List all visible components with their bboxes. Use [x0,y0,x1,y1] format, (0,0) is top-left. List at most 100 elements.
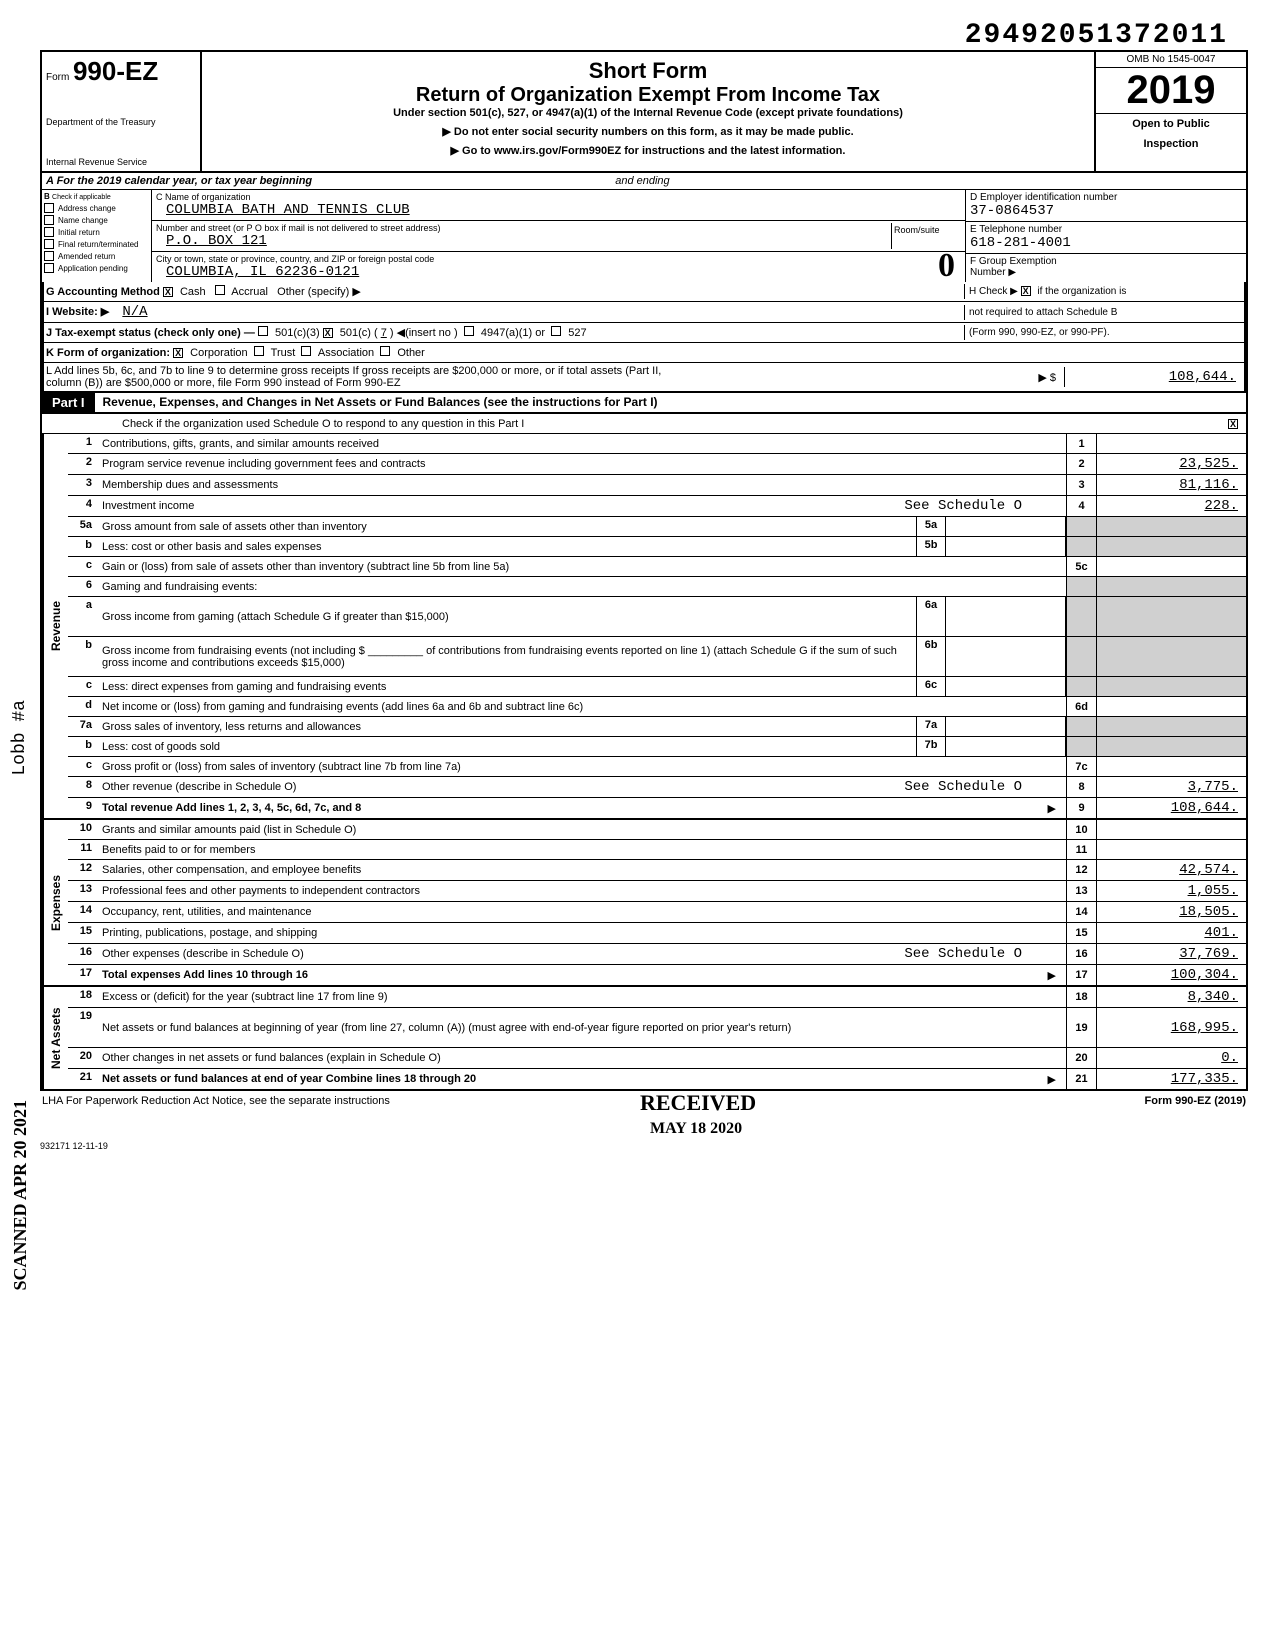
line-l-text1: L Add lines 5b, 6c, and 7b to line 9 to … [46,365,661,377]
checkbox-assoc[interactable] [301,346,311,356]
result-number: 1 [1066,434,1096,453]
amount-value: 18,505. [1096,902,1246,922]
checkbox-initial[interactable] [44,227,54,237]
checkbox-501c[interactable]: X [323,328,333,338]
line-description: Gross income from gaming (attach Schedul… [98,597,916,636]
result-number: 12 [1066,860,1096,880]
checkbox-accrual[interactable] [215,285,225,295]
line-description: Grants and similar amounts paid (list in… [98,820,1066,839]
checkbox-cash[interactable]: X [163,287,173,297]
label-cash: Cash [180,286,206,298]
result-number: 19 [1066,1008,1096,1047]
amount-value: 401. [1096,923,1246,943]
lha-notice: LHA For Paperwork Reduction Act Notice, … [42,1095,390,1107]
checkbox-amended[interactable] [44,251,54,261]
label-addr-change: Address change [58,204,116,213]
line-description: Less: cost or other basis and sales expe… [98,537,916,556]
result-number: 2 [1066,454,1096,474]
line-description: Occupancy, rent, utilities, and maintena… [98,902,1066,922]
line-number: b [68,537,98,556]
schedule-o-note: See Schedule O [904,779,1022,795]
line-description: Gross profit or (loss) from sales of inv… [98,757,1066,776]
info-block: A For the 2019 calendar year, or tax yea… [40,173,1248,393]
line-number: b [68,737,98,756]
subline-number: 5a [916,517,946,536]
checkbox-schedule-b[interactable]: X [1021,286,1031,296]
form-title: Short Form [212,58,1084,84]
arrow-icon: ▶ [1048,1073,1056,1086]
line-description: Gross income from fundraising events (no… [98,637,916,676]
line-number: 10 [68,820,98,839]
omb-number: OMB No 1545-0047 [1096,52,1246,68]
checkbox-527[interactable] [551,326,561,336]
amount-value [1096,757,1246,776]
result-number: 15 [1066,923,1096,943]
line-number: 16 [68,944,98,964]
checkbox-corp[interactable]: X [173,348,183,358]
amount-value [1096,697,1246,716]
line-description: Program service revenue including govern… [98,454,1066,474]
check-if-applicable: Check if applicable [52,194,111,201]
line-number: 7a [68,717,98,736]
under-section: Under section 501(c), 527, or 4947(a)(1)… [212,107,1084,119]
line-number: 8 [68,777,98,797]
checkbox-final[interactable] [44,239,54,249]
instruction-1: ▶ Do not enter social security numbers o… [212,125,1084,138]
subline-number: 7b [916,737,946,756]
subline-number: 6b [916,637,946,676]
checkbox-name-change[interactable] [44,215,54,225]
amount-value: 8,340. [1096,987,1246,1007]
result-number: 6d [1066,697,1096,716]
org-name: COLUMBIA BATH AND TENNIS CLUB [166,202,410,218]
org-name-label: C Name of organization [156,192,251,202]
address: P.O. BOX 121 [166,233,267,249]
subline-value [946,637,1066,676]
amount-value: 81,116. [1096,475,1246,495]
result-number: 18 [1066,987,1096,1007]
amount-value [1096,537,1246,556]
amount-value [1096,840,1246,859]
schedule-o-note: See Schedule O [904,946,1022,962]
checkbox-501c3[interactable] [258,326,268,336]
amount-value [1096,737,1246,756]
line-number: 18 [68,987,98,1007]
checkbox-addr-change[interactable] [44,203,54,213]
line-number: a [68,597,98,636]
part1-title: Revenue, Expenses, and Changes in Net As… [95,393,1246,412]
label-assoc: Association [318,347,374,359]
line-description: Benefits paid to or for members [98,840,1066,859]
line-number: 2 [68,454,98,474]
inspection: Inspection [1096,134,1246,154]
line-number: 15 [68,923,98,943]
checkbox-trust[interactable] [254,346,264,356]
ein: 37-0864537 [970,203,1242,219]
line-a-label: A For the 2019 calendar year, or tax yea… [46,175,312,187]
phone: 618-281-4001 [970,235,1242,251]
checkbox-schedule-o-used[interactable]: X [1228,419,1238,429]
line-number: c [68,557,98,576]
line-number: 20 [68,1048,98,1068]
checkbox-pending[interactable] [44,263,54,273]
label-pending: Application pending [58,264,128,273]
label-amended: Amended return [58,252,115,261]
subline-number: 6a [916,597,946,636]
amount-value [1096,517,1246,536]
subline-value [946,737,1066,756]
line-number: 19 [68,1008,98,1047]
line-number: c [68,757,98,776]
subline-value [946,597,1066,636]
amount-value: 0. [1096,1048,1246,1068]
label-501c: 501(c) ( [340,327,378,339]
line-l-arrow: ▶ $ [1030,369,1064,386]
checkbox-other-org[interactable] [380,346,390,356]
revenue-label: Revenue [42,434,68,818]
tax-year: 2019 [1096,68,1246,114]
result-number: 17 [1066,965,1096,985]
label-4947: 4947(a)(1) or [481,327,545,339]
checkbox-4947[interactable] [464,326,474,336]
label-527: 527 [568,327,586,339]
amount-value [1096,434,1246,453]
line-description: Net assets or fund balances at beginning… [98,1008,1066,1047]
result-number: 13 [1066,881,1096,901]
subline-number: 7a [916,717,946,736]
